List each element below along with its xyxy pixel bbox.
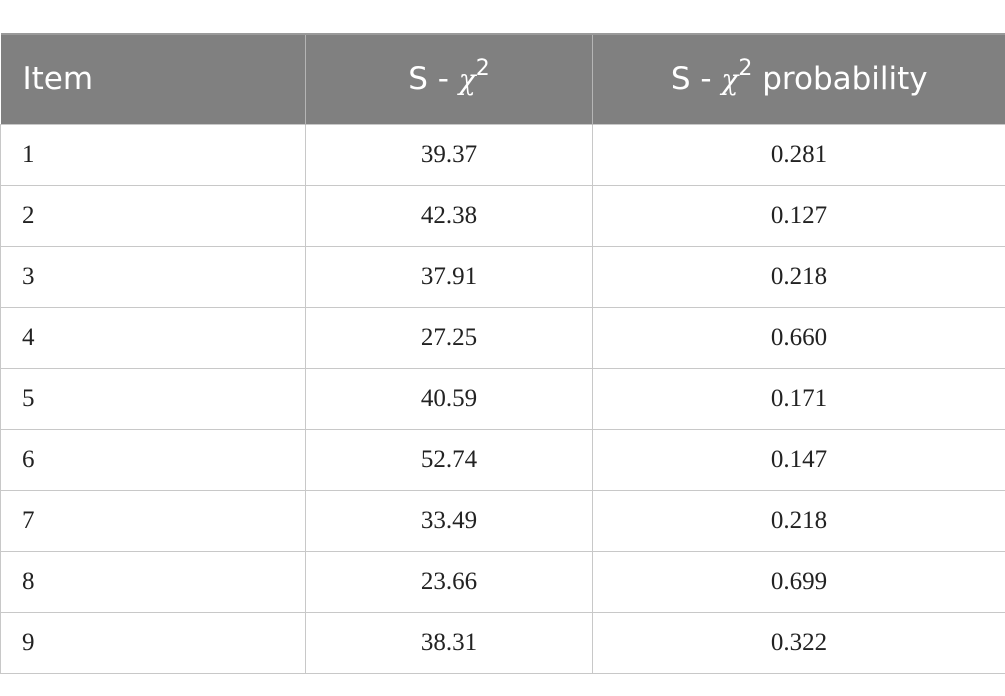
header-prob-suffix: probability bbox=[752, 61, 928, 98]
cell-s-chi-square: 37.91 bbox=[305, 245, 593, 308]
cell-probability: 0.281 bbox=[592, 123, 1005, 186]
cell-item: 6 bbox=[0, 428, 306, 491]
cell-probability: 0.218 bbox=[592, 245, 1005, 308]
table-row: 6 52.74 0.147 bbox=[0, 428, 1005, 491]
cell-s-chi-square: 42.38 bbox=[305, 184, 593, 247]
chi-exponent: 2 bbox=[738, 56, 753, 82]
header-item-label: Item bbox=[22, 61, 94, 98]
cell-probability: 0.660 bbox=[592, 306, 1005, 369]
table-row: 2 42.38 0.127 bbox=[0, 184, 1005, 247]
cell-item: 4 bbox=[0, 306, 306, 369]
cell-item: 8 bbox=[0, 550, 306, 613]
table-row: 8 23.66 0.699 bbox=[0, 550, 1005, 613]
table-body: 1 39.37 0.281 2 42.38 0.127 3 37.91 0.21… bbox=[0, 123, 1005, 674]
header-s-chi-square-probability: S - χ2 probability bbox=[592, 33, 1005, 124]
table-row: 3 37.91 0.218 bbox=[0, 245, 1005, 308]
cell-probability: 0.322 bbox=[592, 611, 1005, 674]
cell-probability: 0.171 bbox=[592, 367, 1005, 430]
fit-statistics-table-container: Item S - χ2 S - χ2 probability 1 39.37 0… bbox=[0, 33, 1005, 674]
table-row: 5 40.59 0.171 bbox=[0, 367, 1005, 430]
table-row: 1 39.37 0.281 bbox=[0, 123, 1005, 186]
header-s-chi-prefix: S - bbox=[408, 61, 459, 98]
cell-item: 2 bbox=[0, 184, 306, 247]
cell-probability: 0.699 bbox=[592, 550, 1005, 613]
cell-s-chi-square: 33.49 bbox=[305, 489, 593, 552]
cell-item: 7 bbox=[0, 489, 306, 552]
cell-s-chi-square: 23.66 bbox=[305, 550, 593, 613]
cell-probability: 0.218 bbox=[592, 489, 1005, 552]
header-item: Item bbox=[0, 33, 306, 124]
cell-s-chi-square: 38.31 bbox=[305, 611, 593, 674]
header-row: Item S - χ2 S - χ2 probability bbox=[0, 33, 1005, 124]
fit-statistics-table: Item S - χ2 S - χ2 probability 1 39.37 0… bbox=[0, 33, 1005, 674]
table-row: 9 38.31 0.322 bbox=[0, 611, 1005, 674]
cell-s-chi-square: 40.59 bbox=[305, 367, 593, 430]
header-s-chi-square: S - χ2 bbox=[305, 33, 593, 124]
table-header: Item S - χ2 S - χ2 probability bbox=[0, 33, 1005, 124]
cell-s-chi-square: 52.74 bbox=[305, 428, 593, 491]
cell-item: 5 bbox=[0, 367, 306, 430]
cell-probability: 0.127 bbox=[592, 184, 1005, 247]
cell-item: 3 bbox=[0, 245, 306, 308]
chi-exponent: 2 bbox=[475, 56, 490, 82]
cell-probability: 0.147 bbox=[592, 428, 1005, 491]
chi-symbol: χ bbox=[458, 63, 476, 97]
table-row: 4 27.25 0.660 bbox=[0, 306, 1005, 369]
cell-item: 9 bbox=[0, 611, 306, 674]
header-prob-prefix: S - bbox=[670, 61, 722, 98]
cell-item: 1 bbox=[0, 123, 306, 186]
cell-s-chi-square: 39.37 bbox=[305, 123, 593, 186]
table-row: 7 33.49 0.218 bbox=[0, 489, 1005, 552]
cell-s-chi-square: 27.25 bbox=[305, 306, 593, 369]
chi-symbol: χ bbox=[721, 63, 739, 97]
